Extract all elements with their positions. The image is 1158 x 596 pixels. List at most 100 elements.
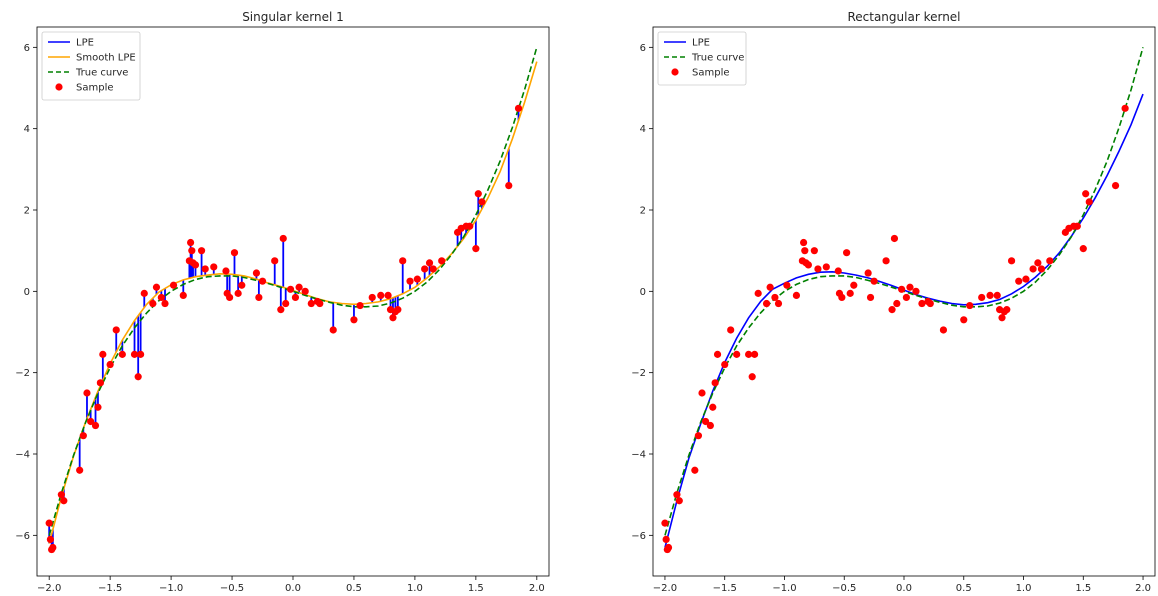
chart-title: Rectangular kernel [847,10,960,24]
y-tick-label: −2 [15,368,30,379]
sample-point [694,432,703,440]
sample-point [960,316,968,324]
sample-point [774,299,783,308]
sample-point [748,373,756,381]
sample-point [771,293,779,302]
sample-point [890,234,899,243]
sample-point [664,543,673,552]
sample-point [295,283,303,291]
sample-point [389,314,397,322]
sample-point [368,293,376,302]
sample-point [912,287,920,295]
x-tick-label: 1.0 [1016,583,1032,594]
sample-point [792,291,801,299]
sample-point [169,281,178,289]
y-tick-label: 4 [24,124,30,135]
sample-point [864,269,872,277]
true-curve-line [48,47,538,536]
lpe-line [664,93,1144,548]
sample-point [661,519,669,527]
y-tick-label: −4 [631,450,646,461]
sample-point [838,293,846,302]
sample-point [252,269,261,277]
sample-point [706,421,714,430]
sample-point [301,287,309,295]
sample-point [882,257,890,265]
sample-point [843,249,851,257]
sample-point [429,265,437,273]
sample-point [926,299,934,308]
sample-point [986,291,994,299]
sample-point [230,249,239,257]
x-tick-label: 0.5 [956,583,972,594]
sample-point [356,301,364,310]
x-tick-label: 0.5 [346,583,362,594]
x-tick-label: 0.0 [896,583,912,594]
sample-point [1015,277,1023,285]
y-tick-label: −6 [631,531,646,542]
sample-point [733,350,741,358]
sample-point [394,306,402,314]
axes-frame [652,26,1156,577]
sample-point [87,417,95,426]
sample-point [766,283,774,291]
legend: LPE Smooth LPE True curve Sample [41,31,141,101]
sample-point [850,281,858,289]
sample-point [152,283,161,291]
sample-point [191,261,200,269]
legend-label: True curve [691,53,744,64]
sample-point [978,293,986,302]
sample-point [83,389,91,397]
smooth-lpe-line [48,61,538,544]
plot-area [661,47,1144,554]
subplot-singular-kernel: −2.0 −1.5 −1.0 −0.5 0.0 0.5 1.0 1.5 2.0 −6 −4 −2 0 2 4… [15,10,550,594]
sample-point [1111,182,1120,190]
sample-point [1022,275,1030,283]
sample-point [210,263,218,271]
legend-sample-marker [55,83,63,91]
sample-point [1034,259,1042,267]
sample-point [709,403,717,411]
sample-point [1121,104,1129,112]
sample-point [673,491,681,499]
x-tick-label: 1.5 [468,583,484,594]
sample-point [939,326,948,334]
sample-point [377,291,385,299]
sample-point [149,299,157,308]
sample-point [384,291,392,299]
legend-sample-marker [671,68,679,76]
sample-point [898,285,906,293]
sample-point [711,379,719,387]
sample-point [701,417,710,426]
chart-title: Singular kernel 1 [242,10,344,24]
sample-point [750,350,759,358]
sample-point [118,350,126,358]
sample-point [466,222,474,230]
sample-point [188,247,196,255]
sample-point [783,281,791,289]
legend-label: LPE [76,38,94,49]
sample-point [350,316,358,324]
sample-point [291,293,300,302]
x-tick-label: −2.0 [37,583,61,594]
sample-point [57,491,65,499]
y-tick-label: 0 [24,287,30,298]
y-tick-label: −2 [631,368,646,379]
sample-point [866,293,875,302]
sample-point [888,306,896,314]
axes-frame [36,26,550,577]
sample-point [754,289,762,297]
sample-point [1082,190,1090,198]
x-tick-label: −0.5 [832,583,856,594]
sample-point [99,350,107,358]
sample-point [762,299,771,308]
sample-point [438,257,446,265]
sample-point [112,326,120,334]
y-tick-label: −6 [15,531,30,542]
sample-point [918,299,926,308]
sample-point [893,299,901,308]
sample-point [1085,198,1093,206]
sample-point [662,535,670,544]
sample-point [472,245,480,253]
